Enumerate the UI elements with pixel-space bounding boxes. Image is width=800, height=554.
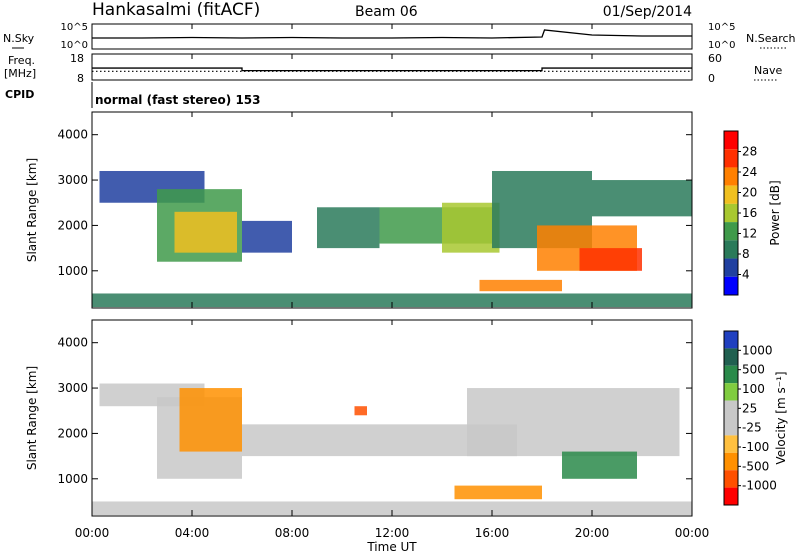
cpid-label: CPID bbox=[5, 88, 34, 101]
nave-tick-bottom: 0 bbox=[708, 72, 715, 85]
y-tick-label: 2000 bbox=[57, 426, 88, 440]
colorbar-tick-label: 8 bbox=[742, 247, 750, 261]
freq-tick-bottom: 8 bbox=[77, 72, 84, 85]
colorbar-tick-label: -25 bbox=[742, 421, 762, 435]
heatmap-region bbox=[92, 293, 692, 308]
velocity-colorbar: 1000 500 100 25 -25 -100 -500 -1000 bbox=[723, 330, 777, 506]
colorbar-swatch bbox=[724, 348, 738, 366]
colorbar-swatch bbox=[724, 258, 738, 277]
colorbar-swatch bbox=[724, 185, 738, 204]
heatmap-region bbox=[579, 248, 642, 271]
colorbar-swatch bbox=[724, 167, 738, 186]
colorbar-swatch bbox=[724, 240, 738, 259]
colorbar-swatch bbox=[724, 203, 738, 223]
y-tick-label: 3000 bbox=[57, 173, 88, 187]
power-y-axis: 1000 2000 3000 4000 bbox=[57, 128, 692, 278]
heatmap-region bbox=[454, 485, 542, 500]
xaxis-label: Time UT bbox=[366, 540, 417, 554]
heatmap-region bbox=[242, 220, 292, 253]
x-tick-label: 12:00 bbox=[375, 526, 410, 540]
velocity-ylabel: Slant Range [km] bbox=[25, 366, 39, 470]
colorbar-swatch bbox=[724, 418, 738, 436]
power-ylabel: Slant Range [km] bbox=[25, 158, 39, 262]
y-tick-label: 1000 bbox=[57, 264, 88, 278]
colorbar-frame bbox=[723, 330, 739, 506]
station-title: Hankasalmi (fitACF) bbox=[92, 0, 260, 20]
colorbar-tick-label: 25 bbox=[742, 401, 757, 415]
freq-unit: [MHz] bbox=[4, 67, 36, 80]
time-axis: 00:00 04:00 08:00 12:00 16:00 20:00 00:00 bbox=[75, 24, 710, 540]
power-heatmap bbox=[92, 170, 692, 308]
x-tick-label: 16:00 bbox=[475, 526, 510, 540]
beam-title: Beam 06 bbox=[355, 4, 418, 20]
colorbar-swatch bbox=[724, 487, 738, 505]
colorbar-swatch bbox=[724, 470, 738, 488]
colorbar-tick-label: -1000 bbox=[742, 479, 777, 493]
nave-label: Nave bbox=[754, 64, 782, 77]
colorbar-tick-label: 12 bbox=[742, 227, 757, 241]
date-title: 01/Sep/2014 bbox=[603, 4, 692, 20]
x-tick-label: 00:00 bbox=[675, 526, 710, 540]
velocity-y-axis: 1000 2000 3000 4000 bbox=[57, 336, 692, 486]
heatmap-region bbox=[354, 406, 367, 416]
x-tick-label: 08:00 bbox=[275, 526, 310, 540]
heatmap-region bbox=[479, 279, 562, 292]
colorbar-swatch bbox=[724, 149, 738, 168]
heatmap-region bbox=[92, 501, 692, 516]
colorbar-tick-label: 28 bbox=[742, 145, 757, 159]
nsky-line bbox=[92, 29, 692, 39]
freq-label: Freq. bbox=[8, 54, 35, 67]
noise-tick-bottom: 10^0 bbox=[61, 40, 88, 51]
colorbar-swatch bbox=[724, 276, 738, 295]
heatmap-region bbox=[179, 388, 242, 452]
colorbar-tick-label: 1000 bbox=[742, 343, 773, 357]
colorbar-tick-label: 20 bbox=[742, 186, 757, 200]
y-tick-label: 3000 bbox=[57, 381, 88, 395]
colorbar-swatch bbox=[724, 222, 738, 241]
colorbar-swatch bbox=[724, 365, 738, 384]
power-cbar-label: Power [dB] bbox=[768, 180, 782, 245]
colorbar-tick-label: 4 bbox=[742, 268, 750, 282]
colorbar-swatch bbox=[724, 400, 738, 418]
nsearch-label: N.Search bbox=[746, 32, 796, 45]
heatmap-region bbox=[592, 180, 692, 217]
colorbar-tick-label: -100 bbox=[742, 440, 769, 454]
freq-line bbox=[92, 67, 692, 72]
power-colorbar: 28 24 20 16 12 8 4 bbox=[723, 130, 757, 296]
heatmap-region bbox=[467, 388, 680, 457]
velocity-heatmap bbox=[92, 383, 692, 516]
freq-tick-top: 18 bbox=[70, 52, 84, 65]
heatmap-region bbox=[562, 451, 637, 479]
noise-tick-bottom-right: 10^0 bbox=[708, 40, 735, 51]
colorbar-tick-label: -500 bbox=[742, 459, 769, 473]
nsky-label: N.Sky bbox=[3, 32, 35, 45]
colorbar-tick-label: 100 bbox=[742, 382, 765, 396]
colorbar-swatch bbox=[724, 331, 738, 349]
colorbar-swatch bbox=[724, 383, 738, 401]
x-tick-label: 20:00 bbox=[575, 526, 610, 540]
x-tick-label: 00:00 bbox=[75, 526, 110, 540]
y-tick-label: 1000 bbox=[57, 472, 88, 486]
y-tick-label: 4000 bbox=[57, 128, 88, 142]
cpid-text: normal (fast stereo) 153 bbox=[95, 93, 261, 107]
nave-tick-top: 60 bbox=[708, 52, 722, 65]
noise-tick-top: 10^5 bbox=[61, 22, 88, 33]
colorbar-swatch bbox=[724, 435, 738, 453]
velocity-cbar-label: Velocity [m s⁻¹] bbox=[774, 371, 788, 464]
colorbar-tick-label: 24 bbox=[742, 165, 757, 179]
noise-tick-top-right: 10^5 bbox=[708, 22, 735, 33]
colorbar-tick-label: 500 bbox=[742, 363, 765, 377]
y-tick-label: 2000 bbox=[57, 218, 88, 232]
colorbar-swatch bbox=[724, 131, 738, 150]
x-tick-label: 04:00 bbox=[175, 526, 210, 540]
y-tick-label: 4000 bbox=[57, 336, 88, 350]
colorbar-swatch bbox=[724, 452, 738, 471]
heatmap-region bbox=[442, 202, 500, 253]
heatmap-region bbox=[174, 211, 237, 253]
colorbar-tick-label: 16 bbox=[742, 206, 757, 220]
heatmap-region bbox=[317, 207, 380, 249]
